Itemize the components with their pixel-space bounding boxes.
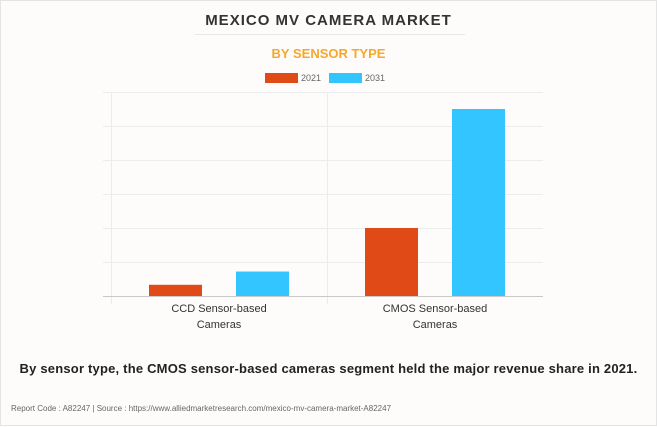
legend-item-2021[interactable]: 2021 — [265, 73, 321, 83]
legend-label-2031: 2031 — [365, 73, 386, 83]
report-source-footer: Report Code : A82247 | Source : https://… — [11, 404, 392, 413]
x-tick-label-ccd-line2: Cameras — [196, 319, 242, 331]
x-tick-label-cmos-line1: CMOS Sensor-based — [382, 303, 488, 315]
chart-caption: By sensor type, the CMOS sensor-based ca… — [19, 361, 638, 376]
legend-label-2021: 2021 — [301, 73, 322, 83]
legend-item-2031[interactable]: 2031 — [329, 73, 385, 83]
title-divider — [195, 34, 465, 35]
bar-ccd-2031 — [236, 271, 289, 296]
chart-title: MEXICO MV CAMERA MARKET — [205, 12, 452, 29]
bar-ccd-2021 — [149, 284, 202, 296]
bar-cmos-2031 — [452, 109, 505, 296]
legend-swatch-2031 — [329, 73, 362, 83]
legend-swatch-2021 — [265, 73, 298, 83]
x-tick-label-ccd: CCD Sensor-based Cameras — [139, 301, 299, 333]
bar-cmos-2021 — [365, 228, 418, 296]
x-tick-label-cmos-line2: Cameras — [412, 319, 458, 331]
x-tick-label-cmos: CMOS Sensor-based Cameras — [355, 301, 515, 333]
legend: 2021 2031 — [1, 73, 656, 85]
x-tick-label-ccd-line1: CCD Sensor-based — [171, 303, 267, 315]
chart-subtitle: BY SENSOR TYPE — [271, 46, 386, 61]
